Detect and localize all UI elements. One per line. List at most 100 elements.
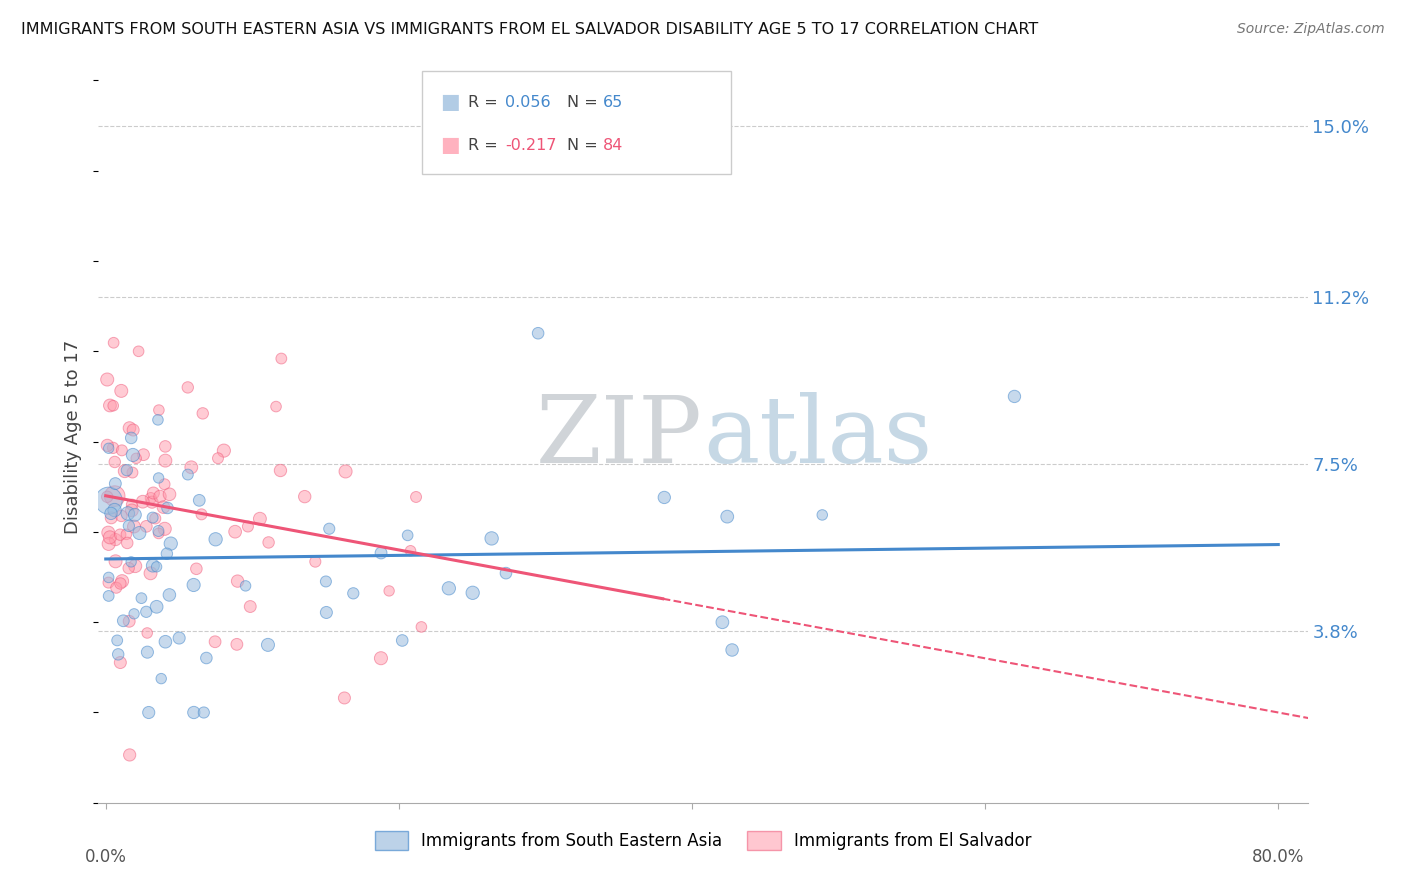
Point bbox=[110, 576, 132, 591]
Point bbox=[112, 614, 135, 628]
Point bbox=[105, 633, 128, 648]
Point bbox=[148, 524, 170, 538]
Point bbox=[122, 448, 145, 462]
Point bbox=[97, 575, 120, 590]
Point bbox=[315, 574, 337, 589]
Point bbox=[139, 491, 162, 505]
Point bbox=[104, 476, 127, 491]
Point bbox=[159, 487, 181, 501]
Point bbox=[120, 431, 142, 445]
Point bbox=[105, 581, 128, 595]
Text: 84: 84 bbox=[603, 137, 623, 153]
Point bbox=[100, 511, 122, 525]
Point bbox=[153, 477, 176, 491]
Point bbox=[110, 384, 132, 398]
Point bbox=[136, 645, 159, 659]
Point bbox=[111, 443, 134, 458]
Point bbox=[188, 493, 211, 508]
Point bbox=[122, 519, 145, 533]
Point bbox=[294, 490, 316, 504]
Point bbox=[1004, 389, 1026, 403]
Text: ■: ■ bbox=[440, 92, 460, 112]
Text: R =: R = bbox=[468, 95, 503, 110]
Point bbox=[97, 525, 120, 540]
Point bbox=[318, 522, 340, 536]
Point bbox=[108, 527, 131, 541]
Point bbox=[101, 441, 124, 455]
Point bbox=[104, 455, 127, 469]
Point bbox=[96, 490, 118, 504]
Point bbox=[811, 508, 834, 522]
Point bbox=[98, 530, 121, 544]
Point bbox=[156, 500, 179, 515]
Point bbox=[145, 599, 167, 614]
Point bbox=[249, 512, 271, 526]
Point bbox=[224, 524, 246, 539]
Text: 0.0%: 0.0% bbox=[84, 848, 127, 866]
Point bbox=[104, 533, 127, 547]
Text: ■: ■ bbox=[440, 135, 460, 155]
Point bbox=[204, 533, 226, 547]
Point bbox=[370, 651, 392, 665]
Point bbox=[152, 500, 174, 515]
Point bbox=[135, 605, 157, 619]
Point bbox=[118, 519, 141, 533]
Text: 65: 65 bbox=[603, 95, 623, 110]
Point bbox=[121, 503, 143, 517]
Point bbox=[652, 491, 675, 505]
Point bbox=[716, 509, 738, 524]
Point bbox=[142, 558, 165, 573]
Point bbox=[96, 438, 118, 452]
Text: 80.0%: 80.0% bbox=[1253, 848, 1305, 866]
Point bbox=[527, 326, 550, 341]
Point bbox=[136, 626, 159, 640]
Point bbox=[411, 620, 433, 634]
Point bbox=[138, 706, 160, 720]
Y-axis label: Disability Age 5 to 17: Disability Age 5 to 17 bbox=[65, 340, 83, 534]
Point bbox=[132, 448, 155, 462]
Point bbox=[150, 672, 173, 686]
Point bbox=[115, 463, 138, 477]
Point bbox=[437, 582, 460, 596]
Point bbox=[155, 453, 177, 467]
Point bbox=[97, 493, 120, 508]
Point bbox=[177, 467, 200, 482]
Point bbox=[148, 526, 170, 541]
Point bbox=[711, 615, 734, 630]
Point bbox=[110, 508, 132, 523]
Point bbox=[191, 406, 214, 420]
Point bbox=[97, 537, 120, 551]
Point bbox=[481, 532, 503, 546]
Point bbox=[157, 588, 180, 602]
Point bbox=[167, 631, 190, 645]
Point bbox=[186, 562, 208, 576]
Point bbox=[148, 471, 170, 485]
Point bbox=[103, 399, 125, 413]
Text: IMMIGRANTS FROM SOUTH EASTERN ASIA VS IMMIGRANTS FROM EL SALVADOR DISABILITY AGE: IMMIGRANTS FROM SOUTH EASTERN ASIA VS IM… bbox=[21, 22, 1039, 37]
Point bbox=[97, 589, 120, 603]
Point bbox=[270, 351, 292, 366]
Point bbox=[204, 634, 226, 648]
Point bbox=[143, 511, 166, 525]
Point bbox=[342, 586, 364, 600]
Point bbox=[304, 555, 326, 569]
Point bbox=[236, 519, 259, 533]
Point bbox=[135, 519, 157, 533]
Text: -0.217: -0.217 bbox=[505, 137, 557, 153]
Point bbox=[118, 614, 141, 628]
Point bbox=[146, 413, 169, 427]
Point bbox=[378, 583, 401, 598]
Text: Source: ZipAtlas.com: Source: ZipAtlas.com bbox=[1237, 22, 1385, 37]
Point bbox=[103, 503, 125, 517]
Point bbox=[193, 706, 215, 720]
Point bbox=[132, 494, 155, 508]
Point bbox=[97, 570, 120, 584]
Point bbox=[124, 559, 146, 574]
Legend: Immigrants from South Eastern Asia, Immigrants from El Salvador: Immigrants from South Eastern Asia, Immi… bbox=[368, 824, 1038, 856]
Point bbox=[117, 507, 139, 521]
Point bbox=[153, 522, 176, 536]
Point bbox=[142, 486, 165, 500]
Point bbox=[396, 528, 419, 542]
Point bbox=[257, 535, 280, 549]
Point bbox=[98, 399, 121, 413]
